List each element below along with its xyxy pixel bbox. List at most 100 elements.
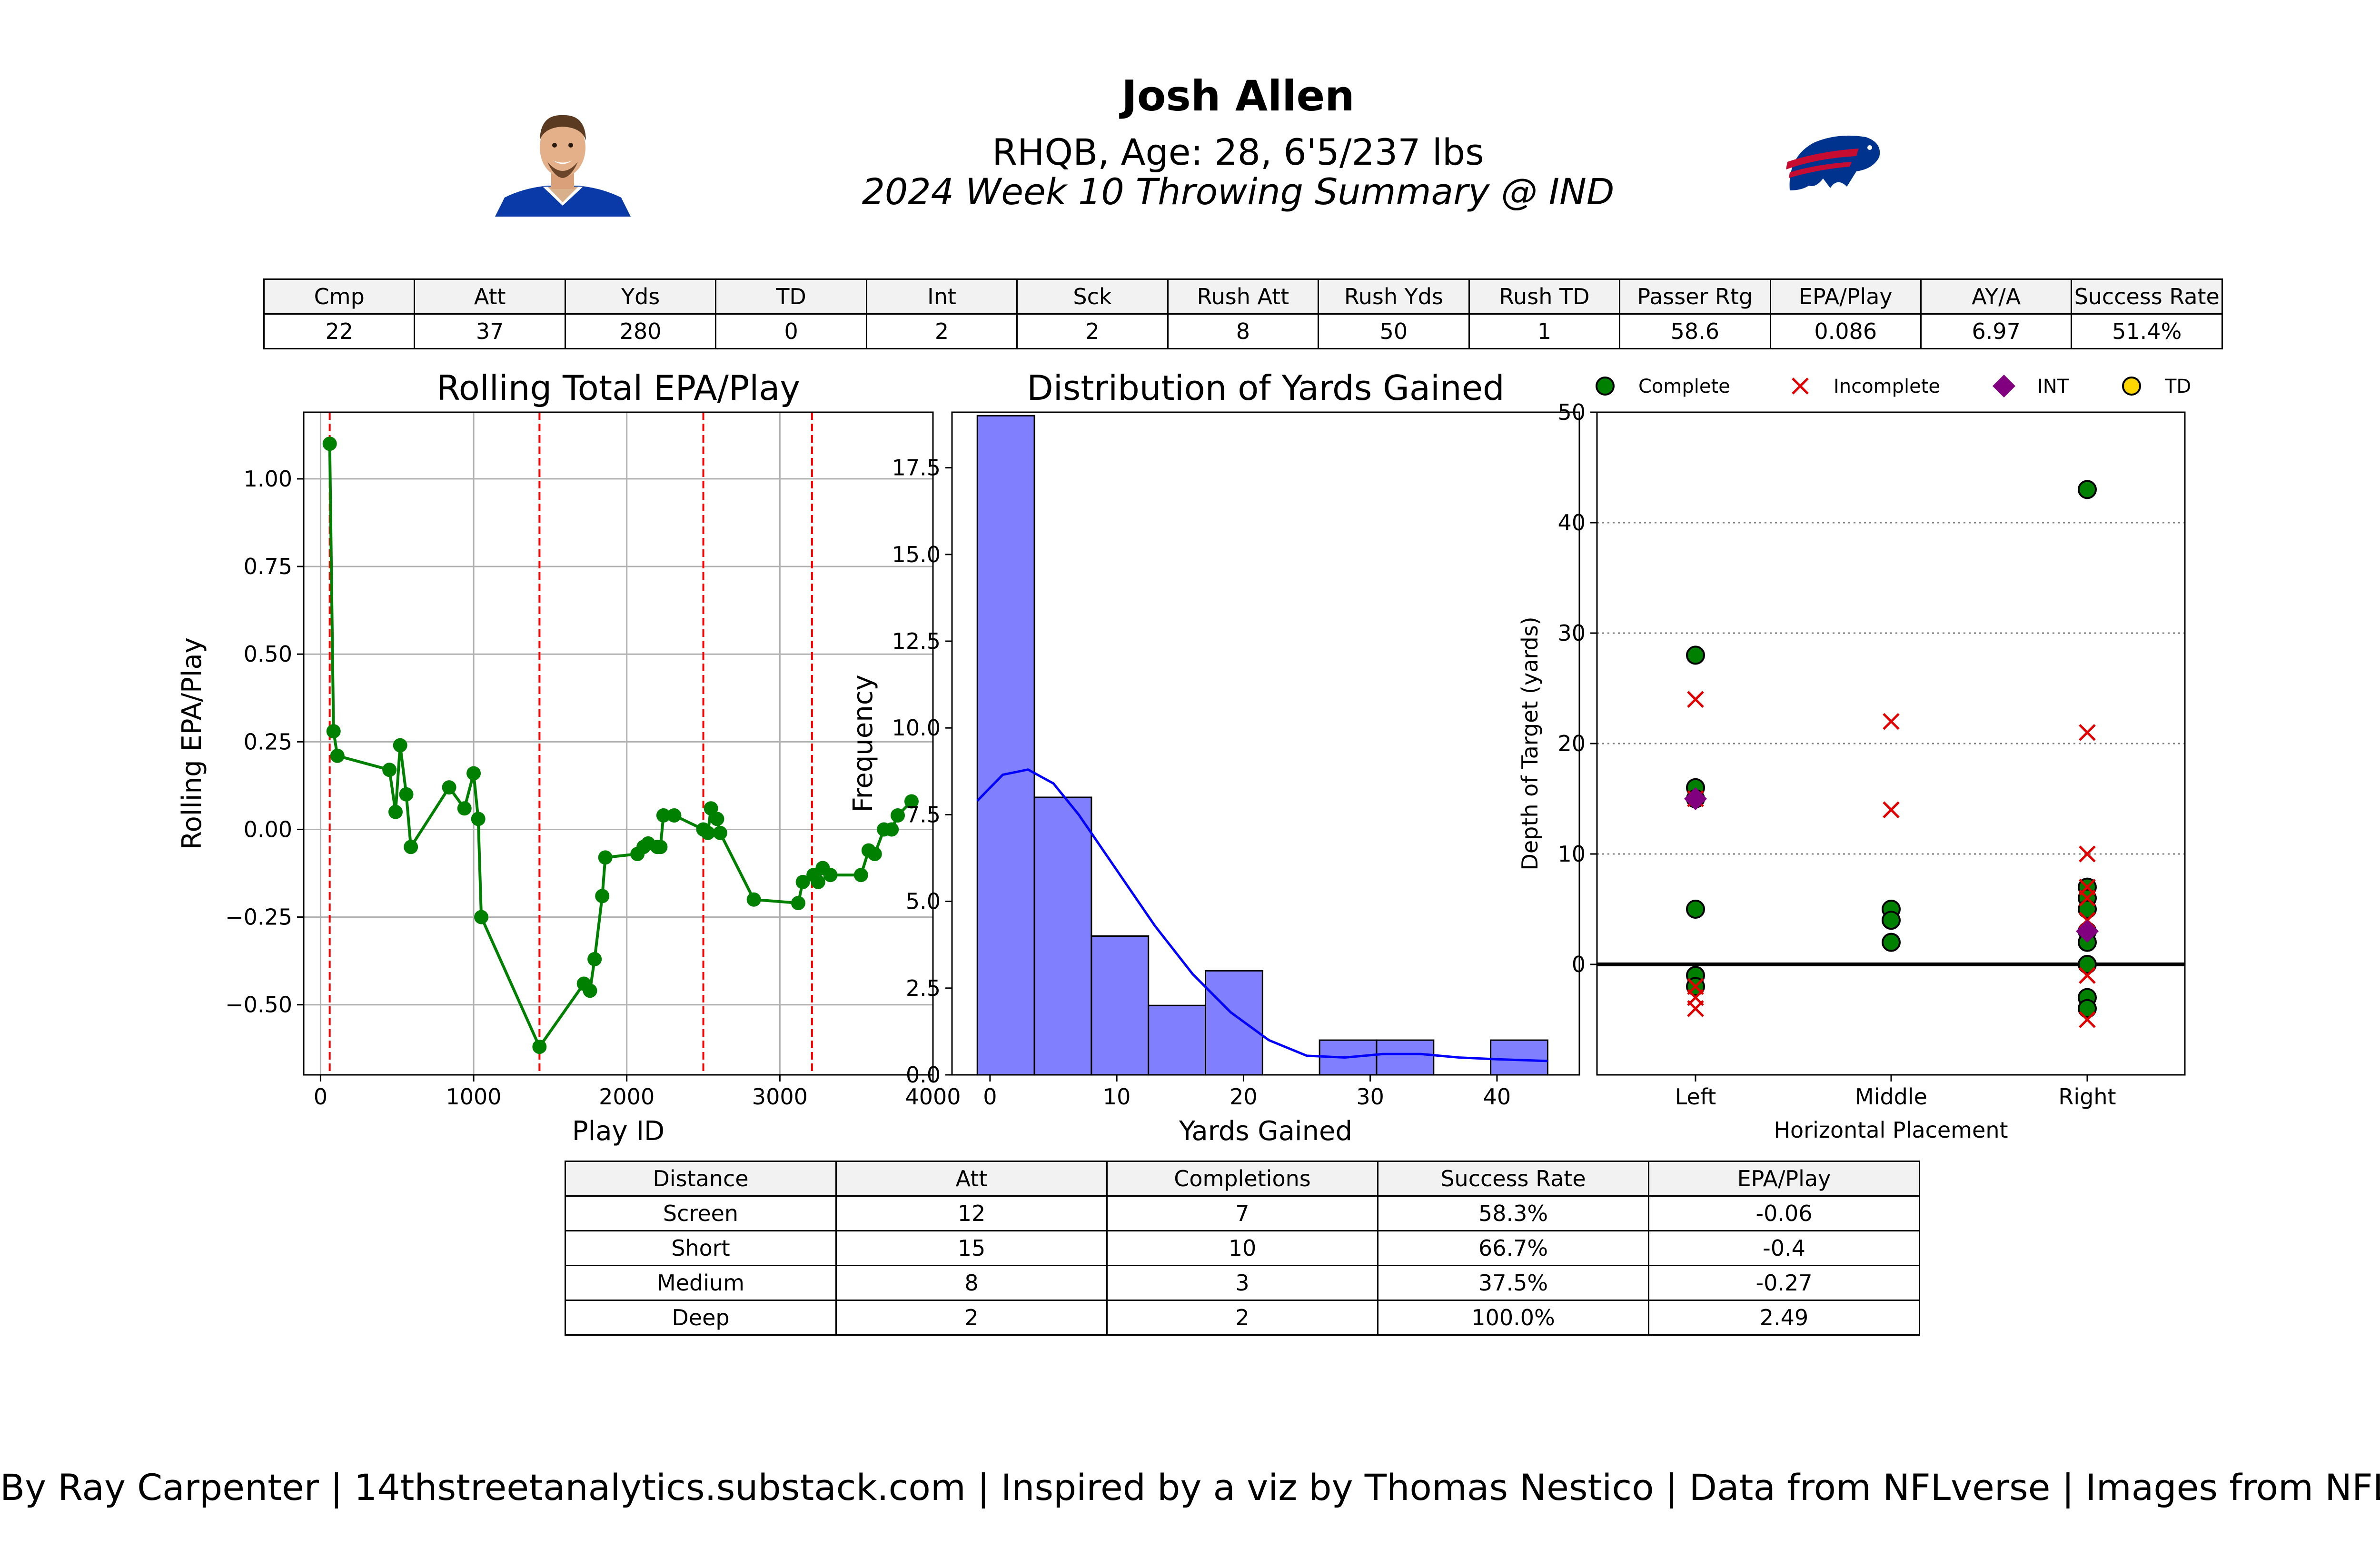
stat-header: Yds: [564, 278, 717, 315]
x-tick-label: 4000: [905, 1084, 961, 1110]
table-row: Medium 8 3 37.5% -0.27: [565, 1265, 1920, 1301]
chart-title: Distribution of Yards Gained: [1027, 368, 1504, 408]
x-tick-label: 30: [1356, 1084, 1384, 1110]
y-axis-label: Depth of Target (yards): [1517, 616, 1543, 870]
distance-header: EPA/Play: [1648, 1161, 1920, 1197]
y-tick-label: 0.0: [906, 1062, 941, 1088]
y-tick-label: 0.75: [244, 554, 292, 579]
rolling-epa-point: [457, 801, 472, 816]
x-axis-label: Horizontal Placement: [1774, 1117, 2008, 1143]
table-cell: 2: [1106, 1300, 1378, 1336]
stat-header: Int: [865, 278, 1018, 315]
x-tick-label: 40: [1483, 1084, 1511, 1110]
table-cell: -0.4: [1648, 1230, 1920, 1266]
incomplete-pass-point: [2079, 845, 2096, 863]
rolling-epa-point: [891, 808, 905, 823]
stat-header: EPA/Play: [1769, 278, 1922, 315]
stat-header: Cmp: [263, 278, 416, 315]
y-tick-label: −0.25: [225, 904, 292, 930]
legend-label: Incomplete: [1834, 376, 1940, 397]
stat-header: Rush Yds: [1318, 278, 1470, 315]
x-tick-label: 20: [1230, 1084, 1258, 1110]
game-stats-table: Cmp Att Yds TD Int Sck Rush Att Rush Yds Rush TD…: [263, 278, 2223, 349]
x-tick-label: 0: [983, 1084, 997, 1110]
stat-header: Rush Att: [1167, 278, 1319, 315]
table-cell: 2.49: [1648, 1300, 1920, 1336]
distance-header: Completions: [1106, 1161, 1378, 1197]
rolling-epa-point: [746, 892, 761, 907]
stat-header: Passer Rtg: [1619, 278, 1771, 315]
legend-incomplete-marker: [1792, 377, 1809, 395]
kde-curve: [976, 768, 1548, 1062]
incomplete-pass-point: [2079, 890, 2096, 907]
stat-value: 1: [1468, 313, 1621, 349]
stat-header: Att: [414, 278, 566, 315]
x-tick-label: Middle: [1855, 1084, 1927, 1110]
rolling-epa-point: [713, 825, 727, 840]
x-tick-label: Right: [2058, 1084, 2116, 1110]
interception-point: [1684, 787, 1707, 810]
rolling-epa-point: [884, 822, 899, 837]
legend-label: Complete: [1638, 376, 1730, 397]
plot-frame: [303, 411, 934, 1076]
rolling-epa-point: [583, 983, 597, 998]
rolling-epa-point: [330, 748, 345, 763]
table-cell: 58.3%: [1377, 1195, 1649, 1231]
table-header-row: Distance Att Completions Success Rate EPA/Pl…: [565, 1161, 1920, 1197]
table-cell: 10: [1106, 1230, 1378, 1266]
y-tick-label: 17.5: [892, 455, 941, 481]
rolling-epa-point: [598, 850, 613, 865]
table-cell: 100.0%: [1377, 1300, 1649, 1336]
stat-value: 0.086: [1769, 313, 1922, 349]
rolling-epa-point: [791, 896, 805, 911]
table-row: Screen 12 7 58.3% -0.06: [565, 1195, 1920, 1231]
depth-of-target-scatter: 0 10 20 30 40 50 Left Middle Right Complete Incomp…: [1517, 375, 2191, 1143]
rolling-epa-point: [656, 808, 671, 823]
rolling-epa-point: [795, 874, 810, 889]
rolling-epa-point: [532, 1040, 547, 1054]
rolling-epa-point: [393, 738, 407, 753]
x-tick-label: 10: [1103, 1084, 1131, 1110]
table-cell: Screen: [565, 1195, 837, 1231]
rolling-epa-point: [326, 724, 341, 739]
complete-pass-point: [1686, 900, 1705, 919]
complete-pass-point: [1882, 933, 1901, 952]
y-tick-label: 5.0: [906, 889, 941, 914]
credits-footer: By Ray Carpenter | 14thstreetanalytics.s…: [0, 1466, 2380, 1508]
y-tick-label: 7.5: [906, 802, 941, 827]
rolling-epa-point: [704, 801, 718, 816]
stat-value: 37: [414, 313, 566, 349]
stat-value: 22: [263, 313, 416, 349]
rolling-epa-point: [710, 812, 724, 826]
histogram-bar: [1091, 935, 1150, 1076]
rolling-epa-point: [388, 804, 403, 819]
rolling-epa-point: [399, 787, 414, 802]
y-tick-label: −0.50: [225, 992, 292, 1018]
rolling-epa-point: [442, 780, 456, 795]
histogram-bar: [1148, 1004, 1207, 1076]
rolling-epa-point: [595, 889, 610, 903]
incomplete-pass-point: [2079, 724, 2096, 741]
player-name: Josh Allen: [1121, 71, 1355, 120]
stat-header: Sck: [1016, 278, 1169, 315]
rolling-epa-point: [587, 952, 602, 966]
rolling-epa-point: [904, 794, 919, 809]
y-tick-label: 0.50: [244, 641, 292, 667]
rolling-epa-point: [811, 874, 825, 889]
table-cell: 8: [835, 1265, 1108, 1301]
stat-value: 51.4%: [2071, 313, 2223, 349]
game-summary-title: 2024 Week 10 Throwing Summary @ IND: [862, 170, 1615, 213]
plot-frame: [1596, 411, 2186, 1076]
table-cell: -0.27: [1648, 1265, 1920, 1301]
table-cell: 66.7%: [1377, 1230, 1649, 1266]
stat-value: 2: [1016, 313, 1169, 349]
y-tick-label: 50: [1557, 399, 1586, 425]
rolling-epa-point: [823, 868, 838, 883]
table-row: Deep 2 2 100.0% 2.49: [565, 1300, 1920, 1336]
stat-header: Success Rate: [2071, 278, 2223, 315]
rolling-epa-series-line: [328, 444, 913, 1050]
table-cell: Deep: [565, 1300, 837, 1336]
plot-frame: [951, 411, 1580, 1076]
complete-pass-point: [1686, 645, 1705, 665]
rolling-epa-point: [466, 766, 481, 781]
